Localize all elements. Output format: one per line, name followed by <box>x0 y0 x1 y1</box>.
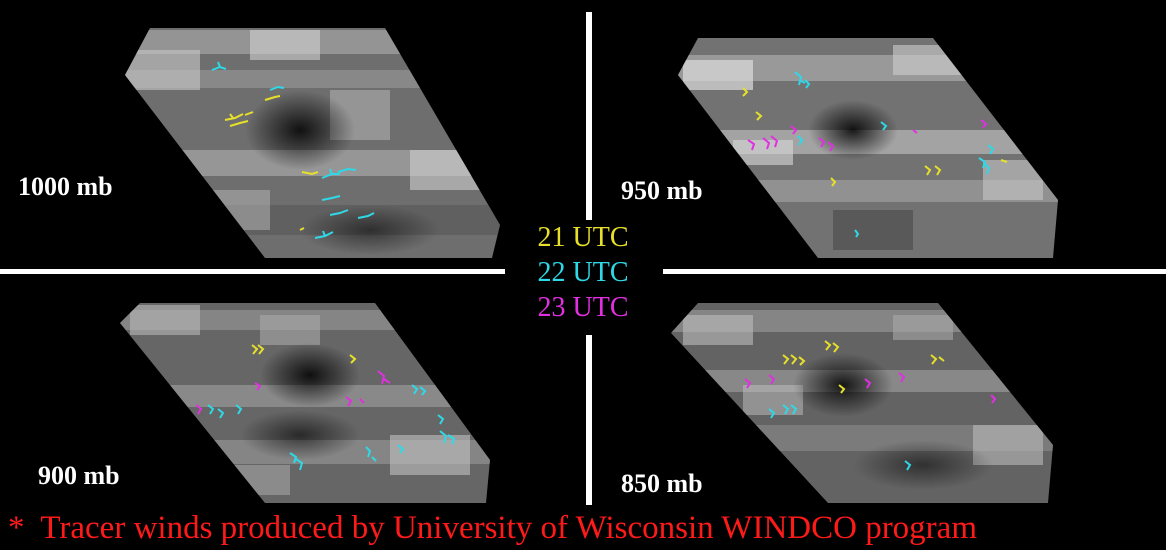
satellite-image-900mb <box>120 303 490 503</box>
vertical-divider-bottom <box>586 335 592 505</box>
footnote-text: Tracer winds produced by University of W… <box>40 510 977 546</box>
level-label-900mb: 900 mb <box>38 461 120 490</box>
satellite-image-850mb <box>671 303 1053 503</box>
satellite-image-950mb <box>678 38 1058 258</box>
panel-950mb: 950 mb <box>593 0 1166 268</box>
legend-item-22-utc: 22 UTC <box>537 257 629 288</box>
vertical-divider-top <box>586 12 592 222</box>
horizontal-divider-right <box>663 269 1166 274</box>
footnote-marker: * <box>8 510 25 546</box>
panel-1000mb: 1000 mb <box>0 0 585 268</box>
legend-item-23-utc: 23 UTC <box>537 292 629 323</box>
level-label-850mb: 850 mb <box>621 469 703 498</box>
level-label-950mb: 950 mb <box>621 176 703 205</box>
level-label-1000mb: 1000 mb <box>18 172 113 201</box>
utc-legend: 21 UTC 22 UTC 23 UTC <box>505 220 661 325</box>
panel-900mb: 900 mb <box>0 275 585 507</box>
satellite-image-1000mb <box>125 28 500 258</box>
legend-item-21-utc: 21 UTC <box>537 222 629 253</box>
footnote: * Tracer winds produced by University of… <box>8 510 977 547</box>
panel-850mb: 850 mb <box>593 275 1166 507</box>
horizontal-divider-left <box>0 269 505 274</box>
